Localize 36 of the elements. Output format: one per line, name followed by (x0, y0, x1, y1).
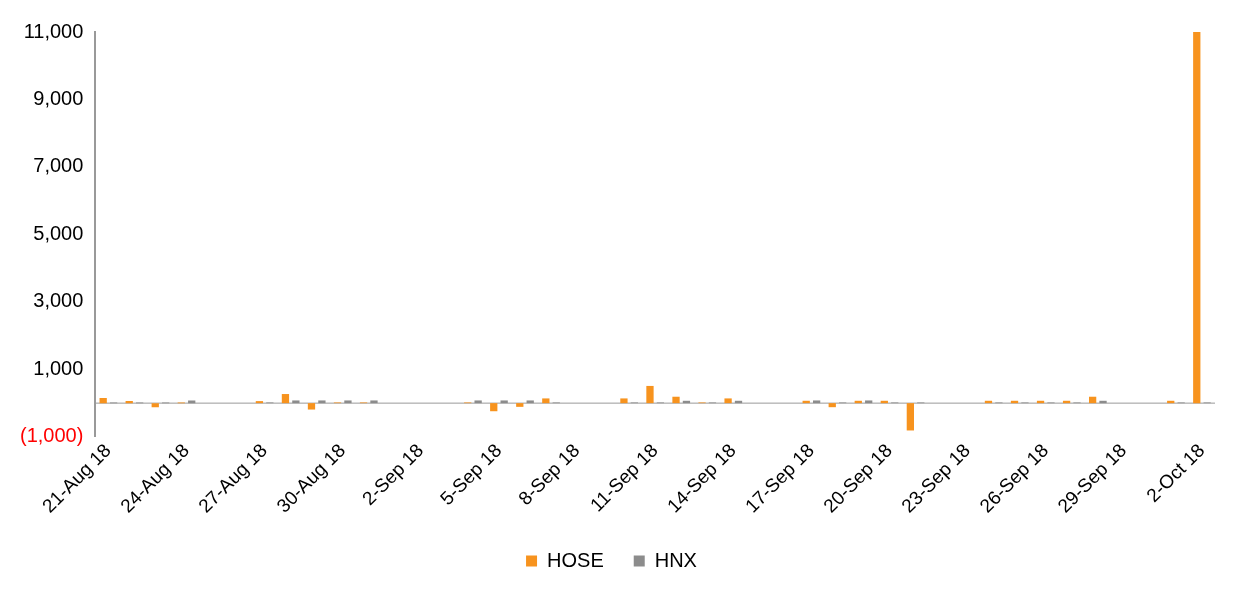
bar (620, 398, 628, 404)
bar (151, 403, 159, 408)
bar (812, 400, 821, 404)
y-tick-label: 5,000 (33, 221, 84, 244)
bar (255, 401, 264, 404)
bar (672, 396, 680, 404)
bar (516, 403, 524, 407)
bar (292, 400, 300, 404)
bar (318, 400, 326, 404)
bar (344, 400, 352, 404)
y-tick-label: 7,000 (33, 154, 84, 177)
bar (865, 400, 873, 404)
bar (500, 400, 508, 404)
bar (188, 400, 196, 404)
legend-label: HNX (654, 548, 697, 571)
bar (542, 398, 550, 404)
bar (906, 403, 914, 431)
bar (1099, 400, 1107, 404)
bar (724, 398, 732, 404)
bar (828, 403, 836, 408)
bar (99, 398, 107, 404)
bar (125, 401, 133, 404)
y-tick-label: 9,000 (33, 87, 84, 109)
bar (526, 400, 534, 404)
legend-label: HOSE (547, 548, 604, 571)
bar (1193, 32, 1201, 404)
y-tick-label: (1,000) (19, 424, 84, 447)
y-tick-label: 11,000 (23, 19, 84, 42)
bar (474, 400, 482, 404)
bar (490, 403, 498, 412)
bar (646, 385, 654, 404)
bar (307, 403, 316, 410)
y-tick-label: 1,000 (33, 356, 84, 379)
y-tick-label: 3,000 (33, 289, 84, 312)
bar (370, 400, 378, 404)
bar (281, 394, 290, 404)
